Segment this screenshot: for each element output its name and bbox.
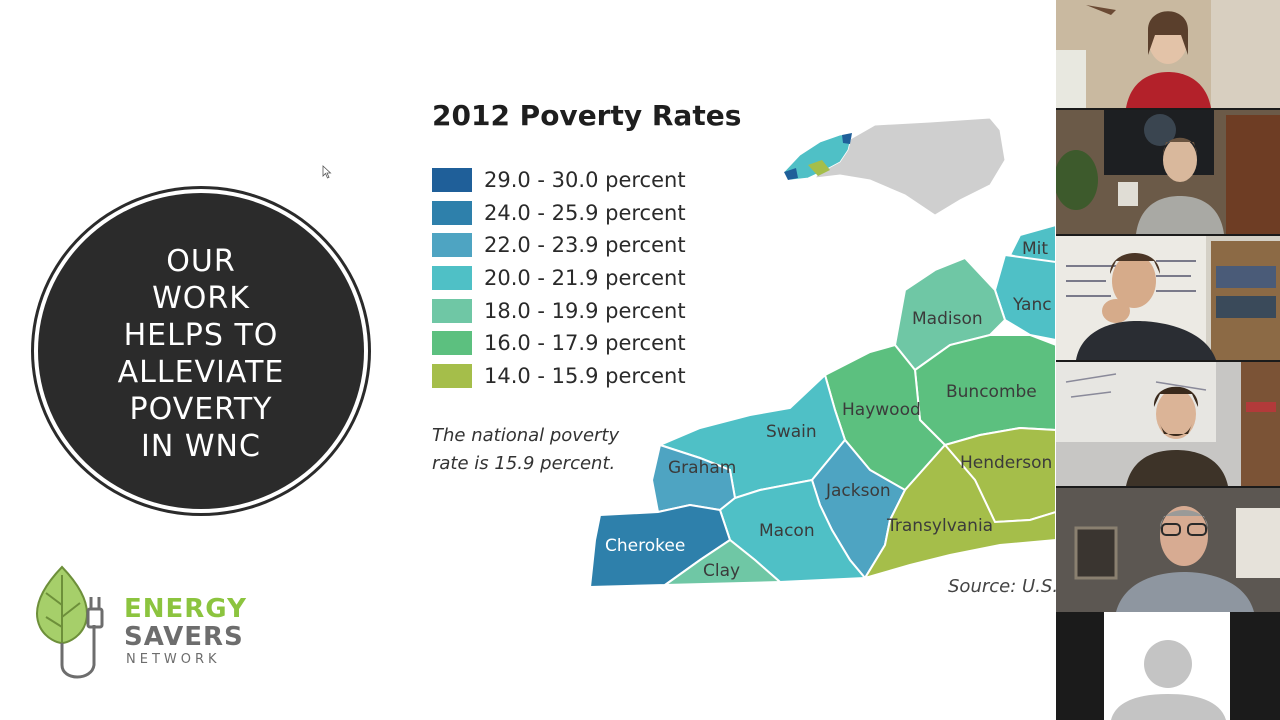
source-credit: Source: U.S. xyxy=(948,576,1056,597)
video-tile-participant-1[interactable] xyxy=(1056,0,1280,108)
logo-wordmark: ENERGY SAVERS NETWORK xyxy=(124,595,247,669)
note-line: rate is 15.9 percent. xyxy=(432,453,616,474)
presentation-slide: OUR WORK HELPS TO ALLEVIATE POVERTY IN W… xyxy=(32,99,1056,685)
legend-item: 16.0 - 17.9 percent xyxy=(432,327,686,360)
map-title: 2012 Poverty Rates xyxy=(432,99,742,132)
legend-item: 22.0 - 23.9 percent xyxy=(432,229,686,262)
mission-line: OUR xyxy=(166,244,236,279)
county-label-swain: Swain xyxy=(766,422,817,442)
mission-line: POVERTY xyxy=(129,392,273,427)
county-label-clay: Clay xyxy=(703,561,740,581)
mission-text: OUR WORK HELPS TO ALLEVIATE POVERTY IN W… xyxy=(38,243,364,465)
nc-inset-dark xyxy=(784,168,798,180)
logo-word-energy: ENERGY xyxy=(124,594,247,624)
energy-savers-logo: ENERGY SAVERS NETWORK xyxy=(32,565,272,685)
nc-state-inset xyxy=(813,117,1006,216)
legend-label: 29.0 - 30.0 percent xyxy=(484,168,686,193)
legend-swatch xyxy=(432,298,472,323)
mission-line: IN WNC xyxy=(141,429,261,464)
video-tile-participant-6[interactable] xyxy=(1056,612,1280,720)
nc-inset-dark2 xyxy=(842,133,852,144)
video-tile-participant-3[interactable] xyxy=(1056,236,1280,360)
county-label-yancey: Yanc xyxy=(1012,295,1052,315)
logo-word-network: NETWORK xyxy=(126,652,221,667)
nc-inset-west xyxy=(783,133,853,181)
default-avatar-icon xyxy=(1111,640,1226,720)
county-label-graham: Graham xyxy=(668,458,736,478)
video-tile-participant-2[interactable] xyxy=(1056,110,1280,234)
leaf-plug-icon xyxy=(36,565,104,679)
county-label-mitchell: Mit xyxy=(1022,239,1048,259)
mission-circle: OUR WORK HELPS TO ALLEVIATE POVERTY IN W… xyxy=(38,193,364,509)
legend-item: 18.0 - 19.9 percent xyxy=(432,294,686,327)
county-clay xyxy=(661,538,783,587)
legend-item: 24.0 - 25.9 percent xyxy=(432,197,686,230)
legend-item: 20.0 - 21.9 percent xyxy=(432,262,686,295)
legend-swatch xyxy=(432,233,472,258)
mission-line: WORK xyxy=(152,281,250,316)
video-tile-participant-4[interactable] xyxy=(1056,362,1280,486)
county-label-henderson: Henderson xyxy=(960,453,1052,473)
county-map: Mit Yanc Madison Buncombe Haywood Swain … xyxy=(588,117,1056,589)
county-transylvania xyxy=(862,443,1056,580)
county-label-jackson: Jackson xyxy=(825,481,891,501)
county-label-transylvania: Transylvania xyxy=(886,516,993,536)
legend-label: 22.0 - 23.9 percent xyxy=(484,233,686,258)
legend-label: 18.0 - 19.9 percent xyxy=(484,298,686,323)
mission-line: ALLEVIATE xyxy=(117,355,285,390)
legend-label: 16.0 - 17.9 percent xyxy=(484,331,686,356)
mission-line: HELPS TO xyxy=(123,318,279,353)
map-legend: 29.0 - 30.0 percent 24.0 - 25.9 percent … xyxy=(432,164,686,392)
county-label-macon: Macon xyxy=(759,521,815,541)
nc-inset-highlight xyxy=(808,160,830,176)
national-rate-note: The national poverty rate is 15.9 percen… xyxy=(432,422,619,478)
county-label-haywood: Haywood xyxy=(842,400,921,420)
legend-item: 14.0 - 15.9 percent xyxy=(432,360,686,393)
legend-label: 14.0 - 15.9 percent xyxy=(484,363,686,388)
legend-swatch xyxy=(432,331,472,356)
legend-swatch xyxy=(432,363,472,388)
legend-label: 20.0 - 21.9 percent xyxy=(484,266,686,291)
legend-swatch xyxy=(432,266,472,291)
video-tile-participant-5[interactable] xyxy=(1056,488,1280,612)
legend-swatch xyxy=(432,200,472,225)
county-label-cherokee: Cherokee xyxy=(605,536,685,556)
legend-item: 29.0 - 30.0 percent xyxy=(432,164,686,197)
legend-swatch xyxy=(432,168,472,193)
county-label-buncombe: Buncombe xyxy=(946,382,1037,402)
county-label-madison: Madison xyxy=(912,309,983,329)
participant-gallery xyxy=(1056,0,1280,720)
logo-word-savers: SAVERS xyxy=(124,622,244,652)
legend-label: 24.0 - 25.9 percent xyxy=(484,200,686,225)
mouse-pointer-icon xyxy=(322,165,332,179)
note-line: The national poverty xyxy=(432,425,620,446)
